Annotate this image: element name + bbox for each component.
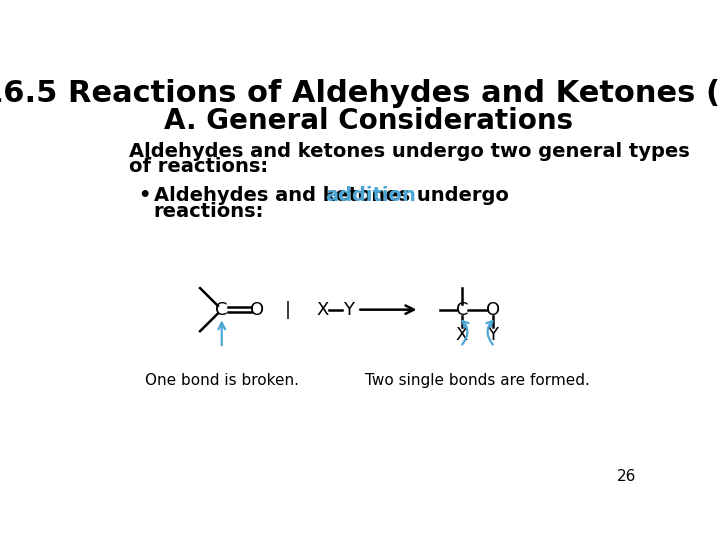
Text: X: X	[456, 326, 468, 344]
Text: C: C	[215, 301, 228, 319]
Text: 16.5 Reactions of Aldehydes and Ketones (2): 16.5 Reactions of Aldehydes and Ketones …	[0, 79, 720, 107]
Text: O: O	[486, 301, 500, 319]
Text: Two single bonds are formed.: Two single bonds are formed.	[365, 373, 590, 388]
Text: 26: 26	[617, 469, 636, 484]
Text: A. General Considerations: A. General Considerations	[164, 107, 574, 135]
Text: •: •	[138, 186, 150, 205]
Text: Y: Y	[343, 301, 354, 319]
Text: reactions:: reactions:	[153, 202, 264, 221]
Text: of reactions:: of reactions:	[129, 157, 268, 176]
Text: Y: Y	[487, 326, 498, 344]
Text: addition: addition	[325, 186, 416, 205]
Text: Aldehydes and ketones undergo: Aldehydes and ketones undergo	[153, 186, 516, 205]
Text: |: |	[284, 301, 291, 319]
Text: X: X	[316, 301, 329, 319]
Text: C: C	[456, 301, 468, 319]
Text: One bond is broken.: One bond is broken.	[145, 373, 299, 388]
Text: O: O	[251, 301, 264, 319]
Text: Aldehydes and ketones undergo two general types: Aldehydes and ketones undergo two genera…	[129, 142, 690, 161]
